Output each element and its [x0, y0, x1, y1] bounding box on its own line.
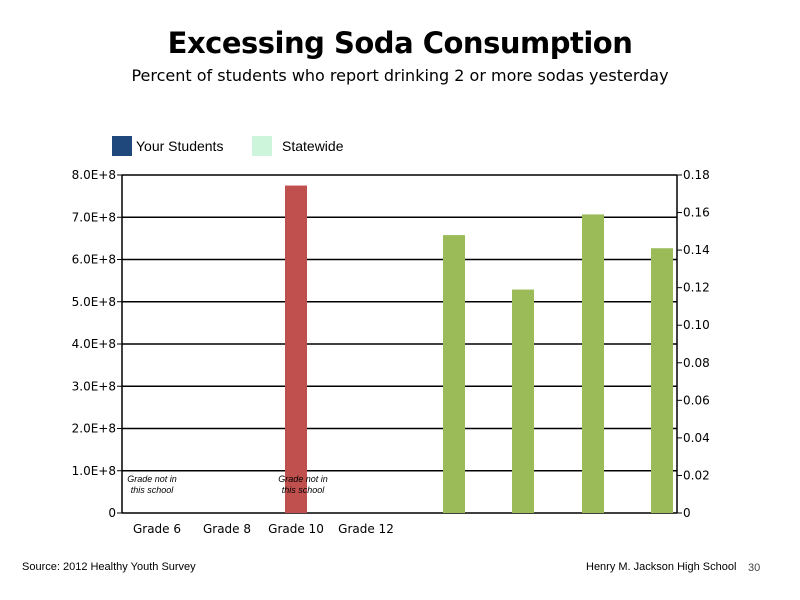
right-axis-tick-label: 0	[683, 506, 691, 520]
grade-note: this school	[131, 485, 175, 495]
left-axis-tick-label: 4.0E+8	[72, 337, 116, 351]
bar-right-axis	[651, 248, 673, 513]
legend-item-statewide: Statewide	[252, 136, 343, 156]
bar-chart: 0 1.0E+8 2.0E+8 3.0E+8 4.0E+8 5.0E+8 6.0E+8 7.0…	[72, 168, 710, 536]
right-axis-tick-label: 0.14	[683, 243, 710, 257]
left-axis-tick-label: 1.0E+8	[72, 464, 116, 478]
grade-note: Grade not in	[127, 474, 177, 484]
grade-note: Grade not in	[278, 474, 328, 484]
category-label: Grade 12	[338, 522, 394, 536]
grade-note: this school	[282, 485, 326, 495]
chart-title: Excessing Soda Consumption	[167, 26, 633, 60]
legend-label-your-students: Your Students	[136, 138, 224, 154]
left-axis-tick-label: 5.0E+8	[72, 295, 116, 309]
left-axis-tick-label: 6.0E+8	[72, 253, 116, 267]
legend-swatch-statewide	[252, 136, 272, 156]
legend-item-your-students: Your Students	[112, 136, 223, 156]
category-label: Grade 6	[133, 522, 181, 536]
legend-swatch-your-students	[112, 136, 132, 156]
left-axis-tick-label: 0	[108, 506, 116, 520]
left-axis-tick-label: 8.0E+8	[72, 168, 116, 182]
left-axis-tick-label: 7.0E+8	[72, 210, 116, 224]
bar-right-axis	[582, 214, 604, 513]
right-axis-tick-label: 0.10	[683, 318, 710, 332]
legend-label-statewide: Statewide	[282, 138, 344, 154]
category-label: Grade 10	[268, 522, 324, 536]
chart-subtitle: Percent of students who report drinking …	[131, 66, 669, 85]
category-label: Grade 8	[203, 522, 251, 536]
page-number: 30	[748, 562, 761, 574]
left-axis-tick-label: 3.0E+8	[72, 379, 116, 393]
right-axis-tick-label: 0.06	[683, 393, 710, 407]
bar-right-axis	[512, 289, 534, 513]
right-axis-tick-label: 0.16	[683, 206, 710, 220]
bar-left-axis	[285, 185, 307, 513]
source-note: Source: 2012 Healthy Youth Survey	[22, 561, 196, 573]
right-axis-tick-label: 0.08	[683, 356, 710, 370]
right-axis-tick-label: 0.12	[683, 281, 710, 295]
right-axis-tick-label: 0.18	[683, 168, 710, 182]
bar-right-axis	[443, 235, 465, 513]
school-name: Henry M. Jackson High School	[586, 561, 737, 573]
right-axis-tick-label: 0.02	[683, 468, 710, 482]
left-axis-tick-label: 2.0E+8	[72, 422, 116, 436]
right-axis-tick-label: 0.04	[683, 431, 710, 445]
